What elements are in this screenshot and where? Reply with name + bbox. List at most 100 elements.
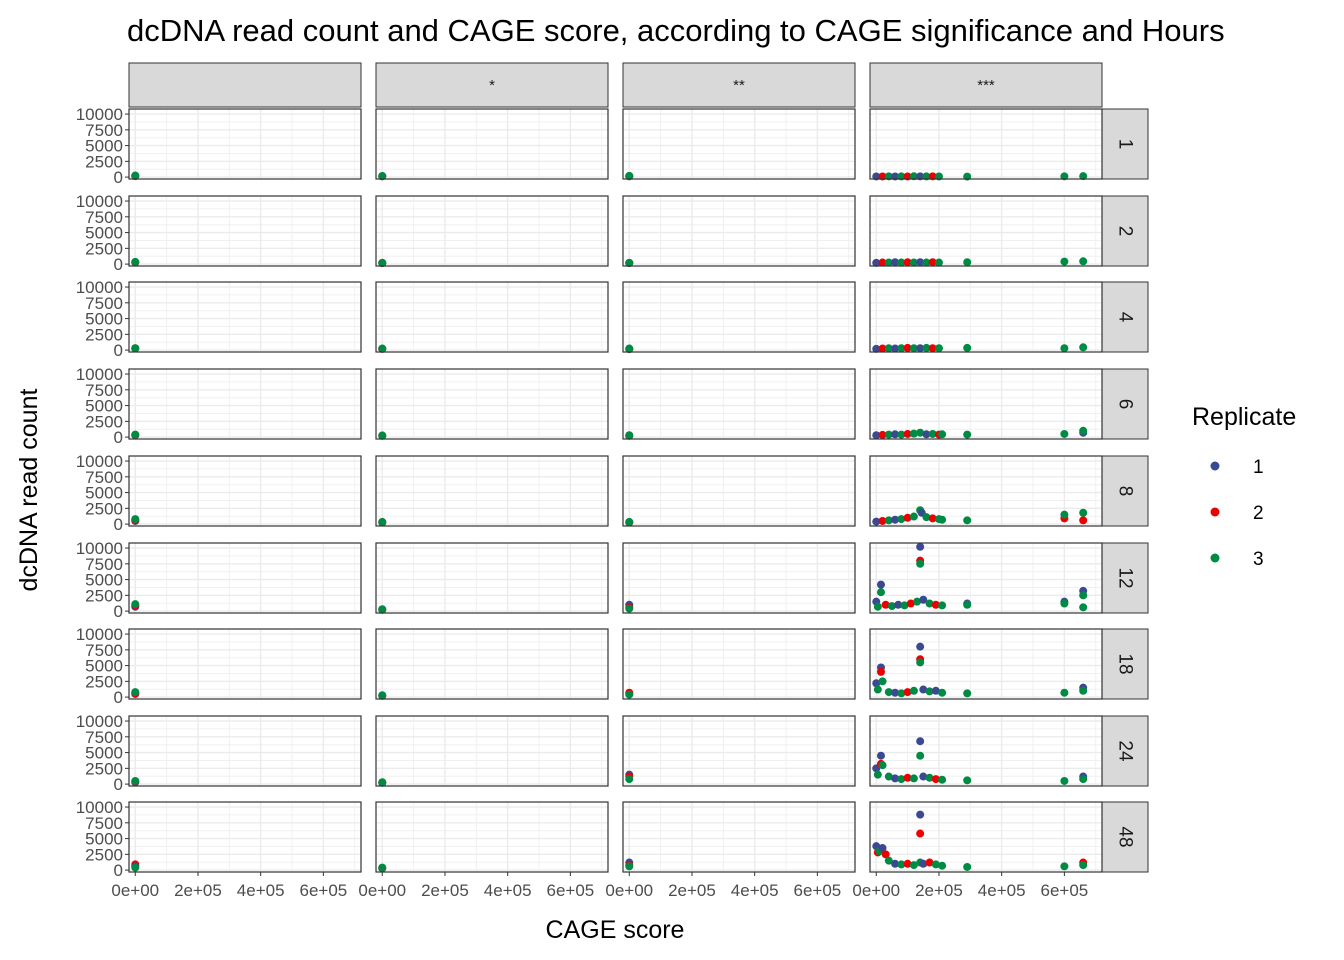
panel-border <box>622 455 856 527</box>
data-point <box>963 516 972 525</box>
data-point <box>1079 516 1088 525</box>
data-point <box>873 770 882 779</box>
panel-border <box>622 368 856 440</box>
data-point <box>872 344 881 353</box>
y-tick-label: 2500 <box>85 412 123 431</box>
data-point <box>931 600 940 609</box>
facet-panel <box>376 109 608 179</box>
y-tick-label: 10000 <box>76 452 123 471</box>
panel-border <box>375 455 609 527</box>
y-tick-label: 7500 <box>85 641 123 660</box>
row-strip <box>1101 455 1149 527</box>
data-point <box>903 773 912 782</box>
row-strip <box>1101 281 1149 353</box>
column-strip-label: *** <box>977 77 995 94</box>
legend-title: Replicate <box>1192 403 1296 431</box>
data-point <box>938 775 947 784</box>
data-point <box>938 601 947 610</box>
data-point <box>1060 344 1069 353</box>
y-tick-label: 7500 <box>85 468 123 487</box>
data-point <box>876 751 885 760</box>
data-point <box>903 429 912 438</box>
data-point <box>928 258 937 267</box>
panel-background <box>129 109 361 179</box>
data-point <box>963 430 972 439</box>
row-strip <box>1101 628 1149 700</box>
y-tick-label: 0 <box>114 688 123 707</box>
data-point <box>378 778 387 787</box>
panel-background <box>376 456 608 526</box>
row-strip <box>1101 368 1149 440</box>
data-point <box>872 517 881 526</box>
data-point <box>922 343 931 352</box>
y-tick-label: 5000 <box>85 657 123 676</box>
panel-border <box>128 455 362 527</box>
data-point <box>909 686 918 695</box>
data-point <box>916 642 925 651</box>
panel-background <box>376 629 608 699</box>
y-tick-label: 10000 <box>76 365 123 384</box>
data-point <box>131 776 140 785</box>
data-point <box>931 860 940 869</box>
data-point <box>897 258 906 267</box>
panel-background <box>129 802 361 872</box>
data-point <box>928 344 937 353</box>
x-tick-label: 4e+05 <box>484 881 532 900</box>
y-tick-label: 10000 <box>76 278 123 297</box>
data-point <box>1060 688 1069 697</box>
panel-border <box>128 108 362 180</box>
panel-background <box>870 109 1102 179</box>
y-tick-label: 0 <box>114 602 123 621</box>
data-point <box>1060 862 1069 871</box>
data-point <box>916 810 925 819</box>
panel-border <box>128 281 362 353</box>
data-point <box>909 172 918 181</box>
data-point <box>891 774 900 783</box>
data-point <box>884 344 893 353</box>
data-point <box>903 343 912 352</box>
data-point <box>897 689 906 698</box>
legend-label: 2 <box>1253 503 1264 524</box>
data-point <box>625 171 634 180</box>
data-point <box>378 344 387 353</box>
facet-panel <box>623 629 855 699</box>
data-point <box>928 172 937 181</box>
row-strip-label: 18 <box>1115 653 1136 674</box>
data-point <box>919 685 928 694</box>
data-point <box>872 258 881 267</box>
data-point <box>1079 686 1088 695</box>
data-point <box>878 677 887 686</box>
data-point <box>919 859 928 868</box>
panel-border <box>375 281 609 353</box>
panel-border <box>375 195 609 267</box>
axes-layer: 0250050007500100000250050007500100000250… <box>76 105 1089 900</box>
y-tick-label: 10000 <box>76 192 123 211</box>
data-point <box>916 542 925 551</box>
y-tick-label: 2500 <box>85 759 123 778</box>
x-tick-label: 6e+05 <box>1041 881 1089 900</box>
facet-panel <box>376 369 608 439</box>
panel-border <box>622 281 856 353</box>
data-point <box>625 775 634 784</box>
column-strip <box>869 62 1103 108</box>
data-point <box>938 861 947 870</box>
panel-background <box>129 196 361 266</box>
y-tick-label: 7500 <box>85 555 123 574</box>
data-point <box>916 559 925 568</box>
data-point <box>925 858 934 867</box>
data-point <box>891 688 900 697</box>
x-tick-label: 2e+05 <box>174 881 222 900</box>
panel-border <box>622 108 856 180</box>
facet-panel <box>623 282 855 352</box>
data-point <box>909 512 918 521</box>
data-point <box>919 772 928 781</box>
panel-background <box>376 802 608 872</box>
data-point <box>903 258 912 267</box>
x-tick-label: 6e+05 <box>547 881 595 900</box>
panel-border <box>622 801 856 873</box>
data-point <box>891 515 900 524</box>
data-point <box>909 344 918 353</box>
data-point <box>131 863 140 872</box>
data-point <box>903 688 912 697</box>
data-point <box>625 690 634 699</box>
